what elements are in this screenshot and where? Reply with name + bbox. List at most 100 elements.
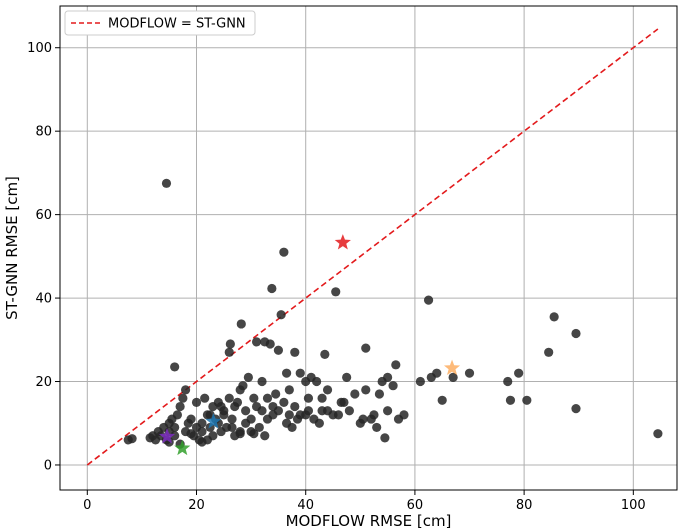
data-point <box>415 376 425 387</box>
x-tick-label: 40 <box>297 498 314 513</box>
data-point <box>514 368 524 378</box>
data-point <box>170 362 180 372</box>
data-point <box>191 397 202 407</box>
data-point <box>571 404 581 414</box>
x-axis-label: MODFLOW RMSE [cm] <box>286 512 452 530</box>
data-point <box>383 406 393 416</box>
data-point <box>127 434 137 444</box>
highlight-star <box>158 428 176 444</box>
highlight-star <box>174 439 191 456</box>
data-point <box>303 393 314 403</box>
data-point <box>464 368 475 378</box>
data-point <box>279 247 289 257</box>
data-point <box>361 385 371 395</box>
data-point <box>342 372 352 382</box>
data-point <box>262 393 273 403</box>
data-point <box>284 410 294 420</box>
x-tick-label: 0 <box>83 498 91 513</box>
legend-entry-label: MODFLOW = ST-GNN <box>108 17 246 32</box>
data-point <box>172 410 182 420</box>
data-point <box>505 395 516 405</box>
data-point <box>503 376 513 387</box>
data-point <box>344 406 354 416</box>
data-point <box>380 433 390 443</box>
data-point <box>186 414 196 424</box>
data-point <box>423 295 434 305</box>
data-point <box>320 349 330 359</box>
y-tick-label: 0 <box>44 458 52 473</box>
data-point <box>216 401 226 412</box>
data-point <box>314 418 324 428</box>
x-tick-label: 100 <box>621 498 646 513</box>
data-point <box>374 389 385 399</box>
data-point <box>295 368 305 378</box>
data-point <box>178 393 188 403</box>
x-axis-ticks: 0 20 40 60 80 100 <box>83 490 646 513</box>
data-point <box>235 429 245 439</box>
data-point <box>267 283 277 294</box>
data-point <box>271 389 281 399</box>
data-point <box>290 401 300 412</box>
data-point <box>243 372 253 382</box>
data-point <box>257 406 267 416</box>
data-point <box>432 368 442 378</box>
data-point <box>170 431 180 441</box>
y-axis-ticks: 0 20 40 60 80 100 <box>27 41 60 473</box>
data-point <box>232 397 243 407</box>
data-point <box>448 372 458 382</box>
data-point <box>350 389 360 399</box>
y-axis-label: ST-GNN RMSE [cm] <box>3 176 21 320</box>
grid-lines <box>60 6 677 490</box>
data-point <box>653 429 663 439</box>
data-point <box>260 431 270 441</box>
data-point <box>331 287 341 297</box>
data-point <box>161 178 172 188</box>
plot-frame <box>59 5 678 491</box>
data-point <box>170 422 180 433</box>
legend: MODFLOW = ST-GNN <box>64 10 256 36</box>
data-point <box>273 345 284 355</box>
data-point <box>249 393 259 403</box>
data-point <box>303 406 314 416</box>
data-point <box>200 393 210 403</box>
data-point <box>251 337 262 347</box>
x-tick-label: 80 <box>516 498 533 513</box>
data-point <box>236 319 246 329</box>
data-point <box>224 393 234 403</box>
highlight-star <box>205 413 222 429</box>
y-tick-label: 60 <box>35 208 52 223</box>
highlight-star <box>334 234 351 250</box>
data-point <box>391 360 401 370</box>
data-point <box>358 414 368 424</box>
data-point <box>227 414 237 424</box>
data-point <box>208 431 218 441</box>
data-point <box>265 339 275 349</box>
data-point <box>197 437 207 447</box>
reference-line-group <box>86 28 659 466</box>
data-point <box>273 406 284 416</box>
data-point <box>186 429 196 439</box>
highlight-stars <box>158 234 461 456</box>
data-point <box>257 376 267 387</box>
data-point <box>197 418 207 428</box>
data-point <box>284 385 294 395</box>
y-tick-label: 40 <box>35 292 52 307</box>
data-point <box>224 347 234 357</box>
data-point <box>246 414 256 424</box>
data-point <box>225 339 235 349</box>
data-point <box>254 422 264 433</box>
data-point <box>175 401 185 412</box>
data-point <box>522 395 532 405</box>
legend-box <box>64 10 256 36</box>
data-points <box>123 178 663 449</box>
data-point <box>180 385 191 395</box>
data-point <box>241 406 251 416</box>
data-point <box>361 343 371 353</box>
highlight-star <box>443 359 461 376</box>
data-point <box>249 429 259 439</box>
data-point <box>437 395 447 405</box>
data-point <box>312 376 322 387</box>
data-point <box>571 328 581 339</box>
data-point <box>279 397 289 407</box>
reference-line <box>86 28 659 466</box>
